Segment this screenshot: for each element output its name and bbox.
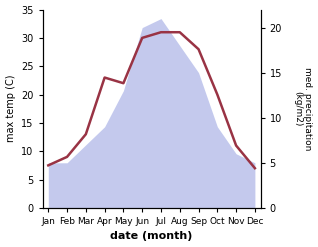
Y-axis label: med. precipitation
(kg/m2): med. precipitation (kg/m2) — [293, 67, 313, 150]
Y-axis label: max temp (C): max temp (C) — [5, 75, 16, 143]
X-axis label: date (month): date (month) — [110, 231, 193, 242]
